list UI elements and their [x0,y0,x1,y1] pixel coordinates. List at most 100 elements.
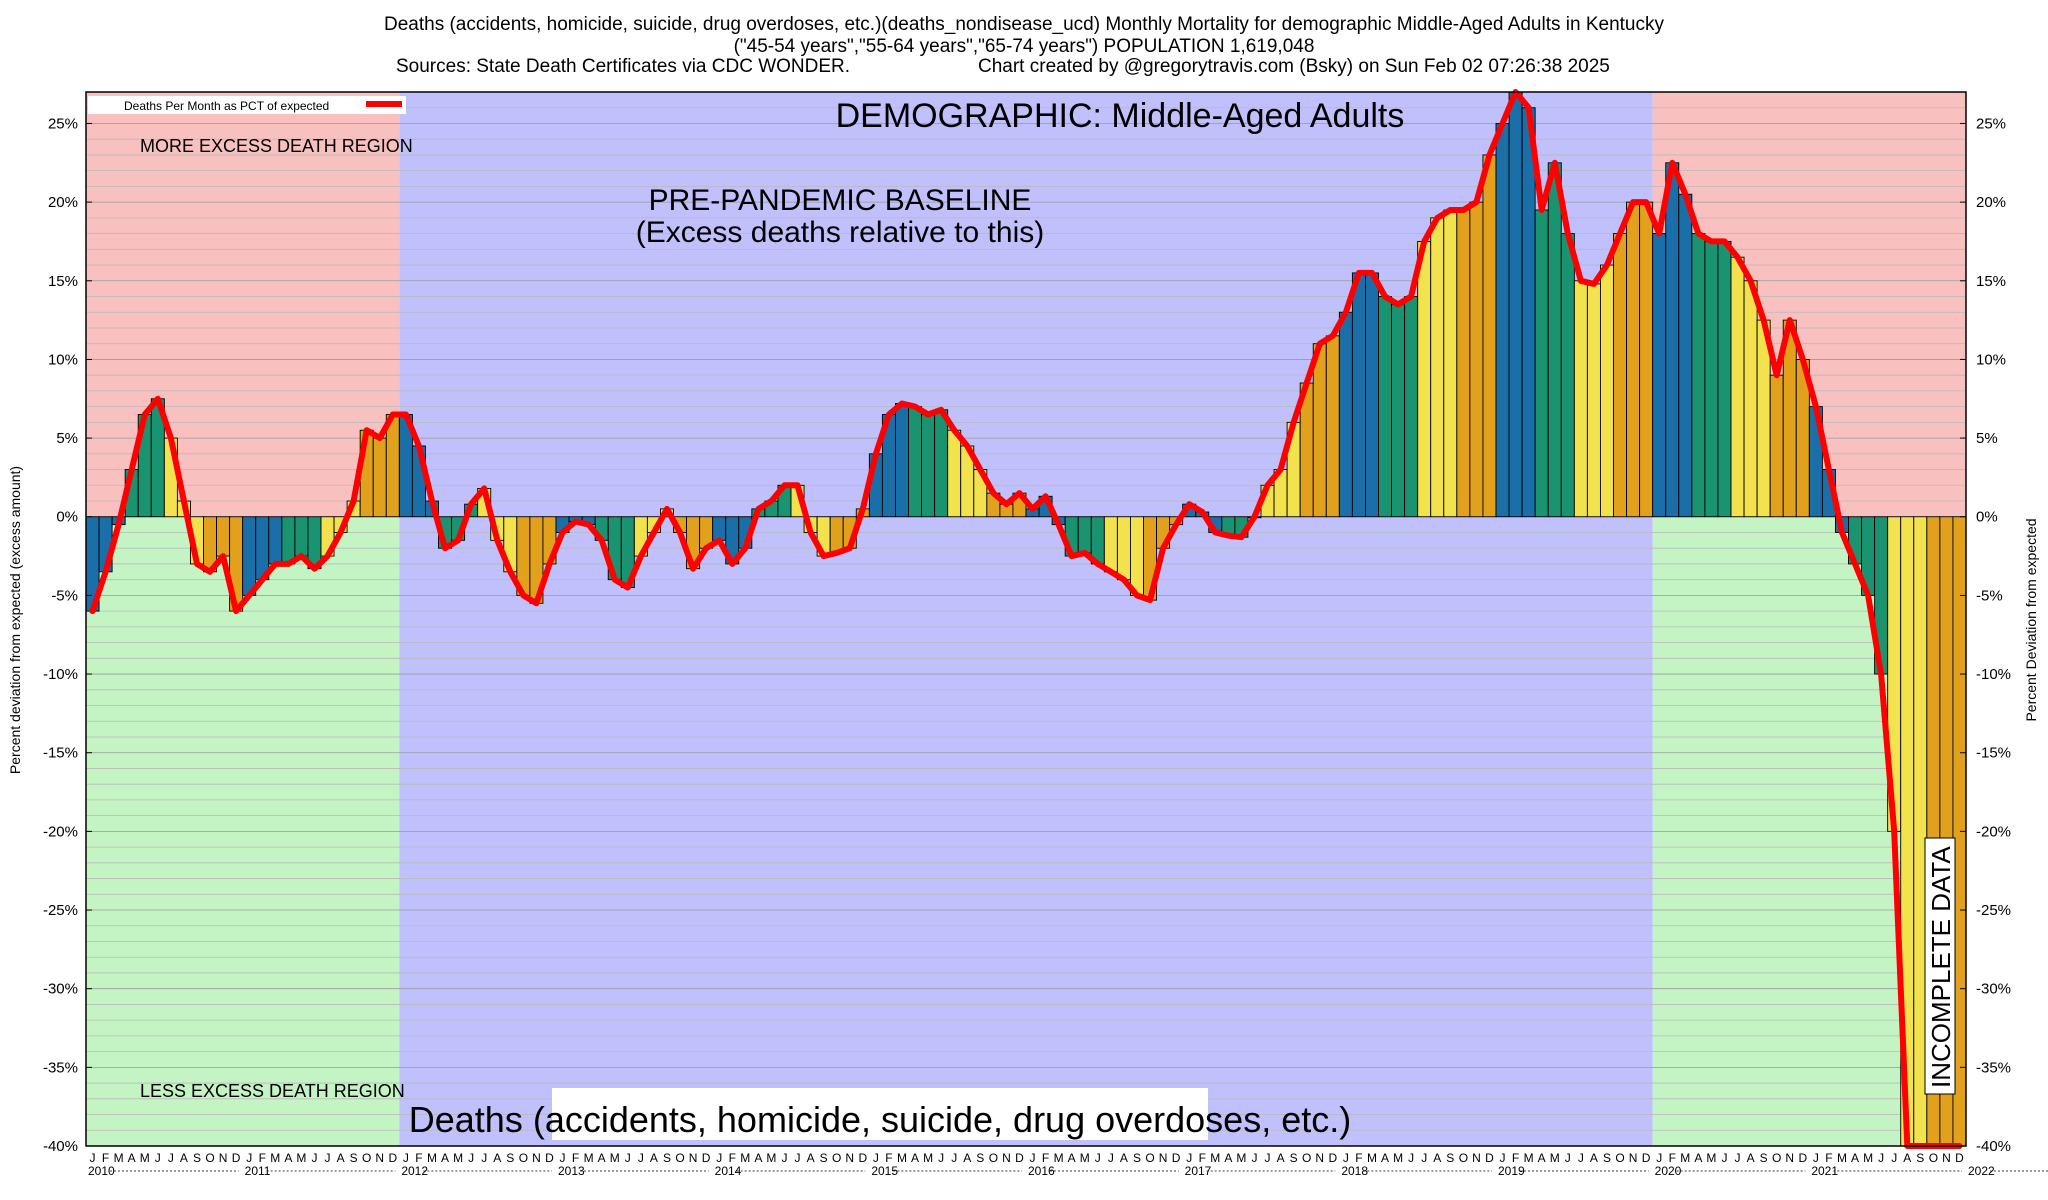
month-label: J [246,1151,252,1165]
month-label: D [702,1151,711,1165]
month-label: J [481,1151,487,1165]
data-bar [1443,209,1458,518]
month-label: O [1929,1151,1938,1165]
month-label: S [820,1151,828,1165]
less-excess-label: LESS EXCESS DEATH REGION [140,1081,405,1101]
y-tick-label-right: -5% [1976,587,2003,604]
year-label: 2010 [88,1164,115,1178]
month-label: N [219,1151,228,1165]
month-label: A [180,1151,188,1165]
month-label: A [1433,1151,1441,1165]
month-label: J [1265,1151,1271,1165]
month-label: O [989,1151,998,1165]
month-label: F [1355,1151,1362,1165]
baseline-subtitle: (Excess deaths relative to this) [636,216,1045,249]
y-tick-label-left: 10% [48,351,78,368]
month-label: J [1251,1151,1257,1165]
year-label: 2019 [1498,1164,1525,1178]
data-bar [1652,233,1667,518]
bottom-banner-bg [552,1088,1208,1140]
year-label: 2012 [401,1164,428,1178]
month-label: J [1813,1151,1819,1165]
y-tick-label-right: 10% [1976,351,2006,368]
data-bar [1325,335,1340,518]
data-bar [372,437,387,518]
data-bar [1626,201,1641,518]
data-bar [712,516,727,541]
data-bar [1391,303,1406,518]
month-label: O [675,1151,684,1165]
month-label: S [1916,1151,1924,1165]
month-label: J [1735,1151,1741,1165]
month-label: M [1054,1151,1064,1165]
y-tick-label-right: -25% [1976,902,2011,919]
y-tick-label-left: -5% [51,587,78,604]
month-label: J [1030,1151,1036,1165]
data-bar [1521,107,1536,518]
month-label: O [1145,1151,1154,1165]
y-tick-label-right: -35% [1976,1059,2011,1076]
month-label: F [1199,1151,1206,1165]
y-tick-label-right: 20% [1976,194,2006,211]
month-label: S [1760,1151,1768,1165]
month-label: S [663,1151,671,1165]
month-label: F [259,1151,266,1165]
month-label: S [1603,1151,1611,1165]
data-bar [1351,272,1366,518]
month-label: J [1578,1151,1584,1165]
month-label: J [1095,1151,1101,1165]
month-label: S [193,1151,201,1165]
month-label: J [90,1151,96,1165]
incomplete-label: INCOMPLETE DATA [1926,846,1956,1088]
month-label: J [638,1151,644,1165]
month-label: N [532,1151,541,1165]
month-label: S [1446,1151,1454,1165]
data-bar [1717,240,1732,518]
month-label: M [1706,1151,1716,1165]
data-bar [1599,264,1614,518]
data-bar [1364,272,1379,518]
data-bar [1573,280,1588,518]
data-bar [947,429,962,518]
data-bar [1508,91,1523,518]
month-label: M [897,1151,907,1165]
month-label: J [1343,1151,1349,1165]
month-label: F [102,1151,109,1165]
data-bar [268,516,283,565]
month-label: N [375,1151,384,1165]
data-bar [829,516,844,554]
month-label: J [873,1151,879,1165]
month-label: S [350,1151,358,1165]
month-label: A [1694,1151,1702,1165]
month-label: N [1472,1151,1481,1165]
year-label: 2017 [1185,1164,1212,1178]
month-label: A [807,1151,815,1165]
y-tick-label-right: 5% [1976,430,1998,447]
month-label: M [1550,1151,1560,1165]
data-bar [1547,162,1562,518]
data-bar [1312,343,1327,518]
y-axis-label-left: Percent deviation from expected (excess … [7,466,23,774]
month-label: A [1068,1151,1076,1165]
month-label: N [1002,1151,1011,1165]
y-tick-label-right: 0% [1976,509,1998,526]
data-bar [1116,516,1131,581]
baseline-title: PRE-PANDEMIC BASELINE [649,184,1032,217]
month-label: N [1942,1151,1951,1165]
month-label: M [1393,1151,1403,1165]
month-label: A [128,1151,136,1165]
month-label: D [545,1151,554,1165]
month-label: M [1367,1151,1377,1165]
year-label: 2014 [715,1164,742,1178]
month-label: F [885,1151,892,1165]
month-label: F [572,1151,579,1165]
y-tick-label-left: 15% [48,273,78,290]
data-bar [1404,296,1419,518]
y-axis-label-right: Percent Deviation from expected [2023,518,2039,721]
data-bar [281,516,296,565]
year-label: 2013 [558,1164,585,1178]
month-label: A [1747,1151,1755,1165]
month-label: O [1459,1151,1468,1165]
